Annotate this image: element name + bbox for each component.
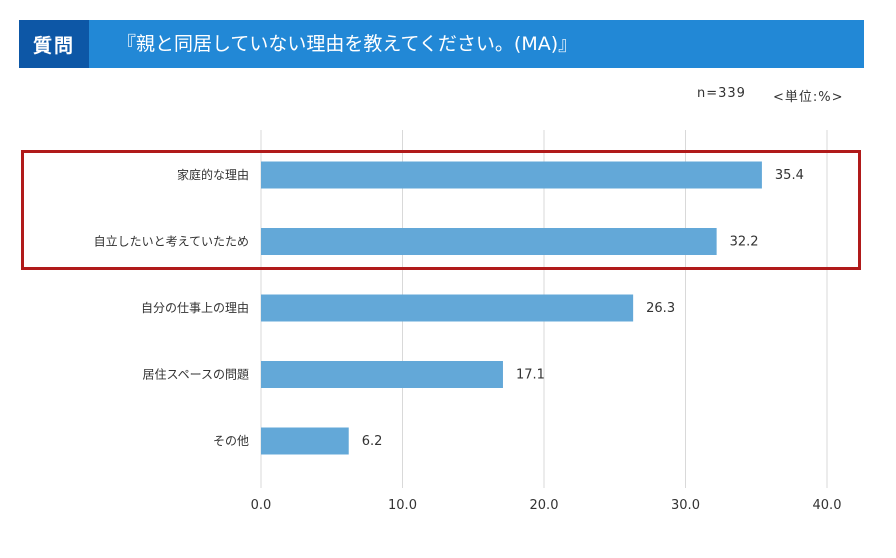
category-label: 居住スペースの問題 xyxy=(142,368,249,382)
labels: 0.0 10.0 20.0 30.0 40.0 家庭的な理由 35.4 自立したいと考えていた… xyxy=(94,167,842,513)
value-label: 6.2 xyxy=(362,434,383,449)
bar xyxy=(261,228,717,255)
bar xyxy=(261,427,349,455)
question-title: 『親と同居していない理由を教えてください。(MA)』 xyxy=(117,33,578,55)
x-tick-label: 40.0 xyxy=(813,498,842,513)
value-label: 32.2 xyxy=(730,235,759,250)
x-tick-label: 30.0 xyxy=(671,498,700,513)
x-tick-label: 10.0 xyxy=(388,498,417,513)
category-label: 自立したいと考えていたため xyxy=(94,234,249,249)
value-label: 17.1 xyxy=(516,368,545,383)
x-tick-label: 20.0 xyxy=(530,498,559,513)
unit-label: <単位:%> xyxy=(773,90,844,105)
bar xyxy=(261,294,634,322)
bar xyxy=(261,161,762,189)
highlight-box xyxy=(21,150,861,270)
bars xyxy=(261,161,762,455)
value-label: 35.4 xyxy=(775,168,804,183)
sample-size-label: n=339 xyxy=(697,86,746,101)
category-label: 家庭的な理由 xyxy=(177,167,249,182)
category-label: その他 xyxy=(213,434,249,448)
question-tag: 質問 xyxy=(19,20,89,68)
x-tick-label: 0.0 xyxy=(251,498,272,513)
bar xyxy=(261,361,503,388)
category-label: 自分の仕事上の理由 xyxy=(141,301,249,315)
value-label: 26.3 xyxy=(646,301,675,316)
question-header: 質問 『親と同居していない理由を教えてください。(MA)』 xyxy=(19,20,864,68)
